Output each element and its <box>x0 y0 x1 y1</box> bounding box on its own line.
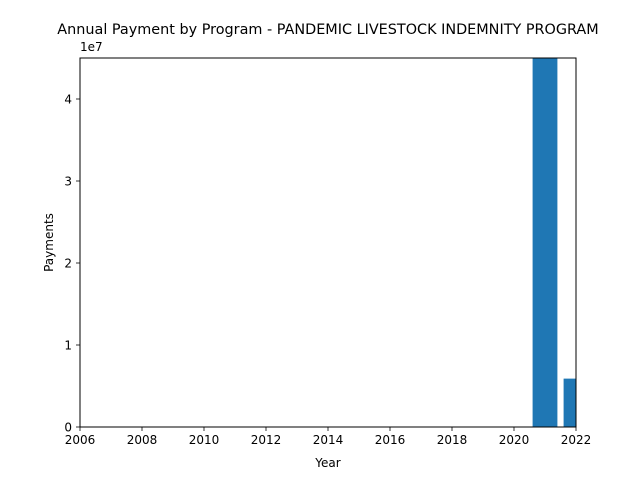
x-tick-label: 2022 <box>561 433 592 447</box>
plot-area <box>532 58 576 427</box>
x-axis-ticks: 2006 2008 2010 2012 2014 2016 2018 2020 2022 <box>65 427 592 447</box>
bars-group <box>532 58 576 427</box>
x-tick-label: 2006 <box>65 433 96 447</box>
bar-2022 <box>563 378 576 427</box>
chart-title: Annual Payment by Program - PANDEMIC LIV… <box>57 22 598 38</box>
y-axis-label: Payments <box>42 213 56 272</box>
x-axis-label: Year <box>314 456 340 470</box>
x-tick-label: 2010 <box>189 433 220 447</box>
y-tick-label: 4 <box>64 93 72 107</box>
bar-2021 <box>532 58 558 427</box>
x-tick-label: 2012 <box>251 433 282 447</box>
x-tick-label: 2018 <box>437 433 468 447</box>
y-axis-ticks: 0 1 2 3 4 <box>64 93 80 435</box>
y-offset-label: 1e7 <box>80 40 103 54</box>
y-tick-label: 1 <box>64 339 72 353</box>
x-tick-label: 2016 <box>375 433 406 447</box>
x-tick-label: 2020 <box>499 433 530 447</box>
y-tick-label: 0 <box>64 421 72 435</box>
y-tick-label: 2 <box>64 257 72 271</box>
x-tick-label: 2014 <box>313 433 344 447</box>
x-tick-label: 2008 <box>127 433 158 447</box>
plot-frame <box>79 57 577 428</box>
y-tick-label: 3 <box>64 175 72 189</box>
